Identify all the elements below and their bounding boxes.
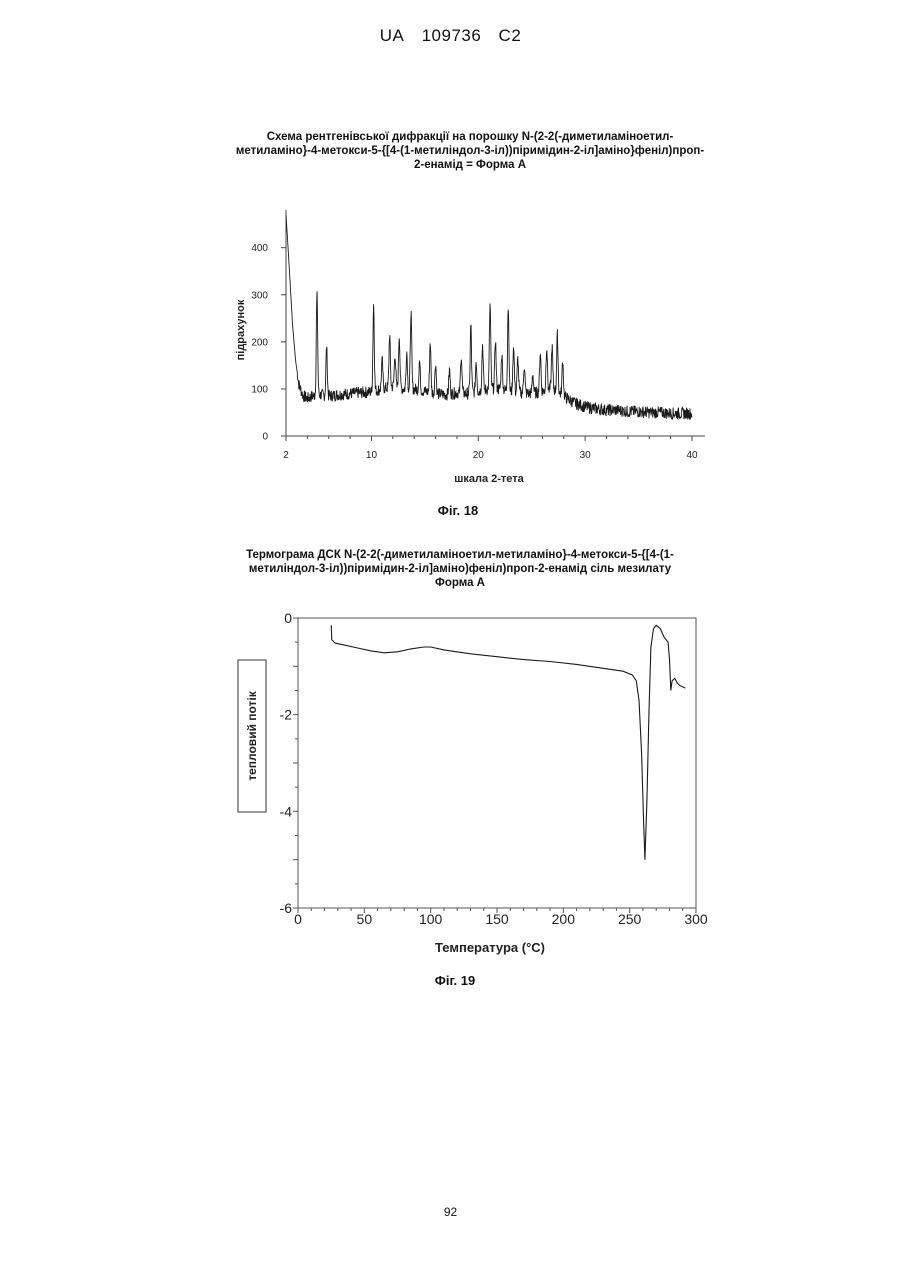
figure-19-label: Фіг. 19 xyxy=(355,973,555,988)
dsc-y-tick-label: 0 xyxy=(284,610,292,626)
dsc-plot-frame xyxy=(298,618,696,908)
page-number: 92 xyxy=(0,1205,901,1219)
dsc-x-tick-label: 250 xyxy=(618,911,642,927)
dsc-y-tick-label: -6 xyxy=(280,900,293,916)
dsc-x-tick-label: 200 xyxy=(552,911,576,927)
dsc-y-axis-label: тепловий потік xyxy=(245,690,259,781)
dsc-x-tick-label: 300 xyxy=(684,911,708,927)
dsc-series-line xyxy=(331,625,685,859)
dsc-x-tick-label: 100 xyxy=(419,911,443,927)
dsc-x-tick-label: 0 xyxy=(294,911,302,927)
dsc-y-tick-label: -2 xyxy=(280,707,293,723)
dsc-x-tick-label: 150 xyxy=(485,911,509,927)
dsc-x-axis-label: Температура (°C) xyxy=(435,940,545,955)
dsc-x-tick-label: 50 xyxy=(357,911,373,927)
dsc-y-tick-label: -4 xyxy=(280,803,293,819)
